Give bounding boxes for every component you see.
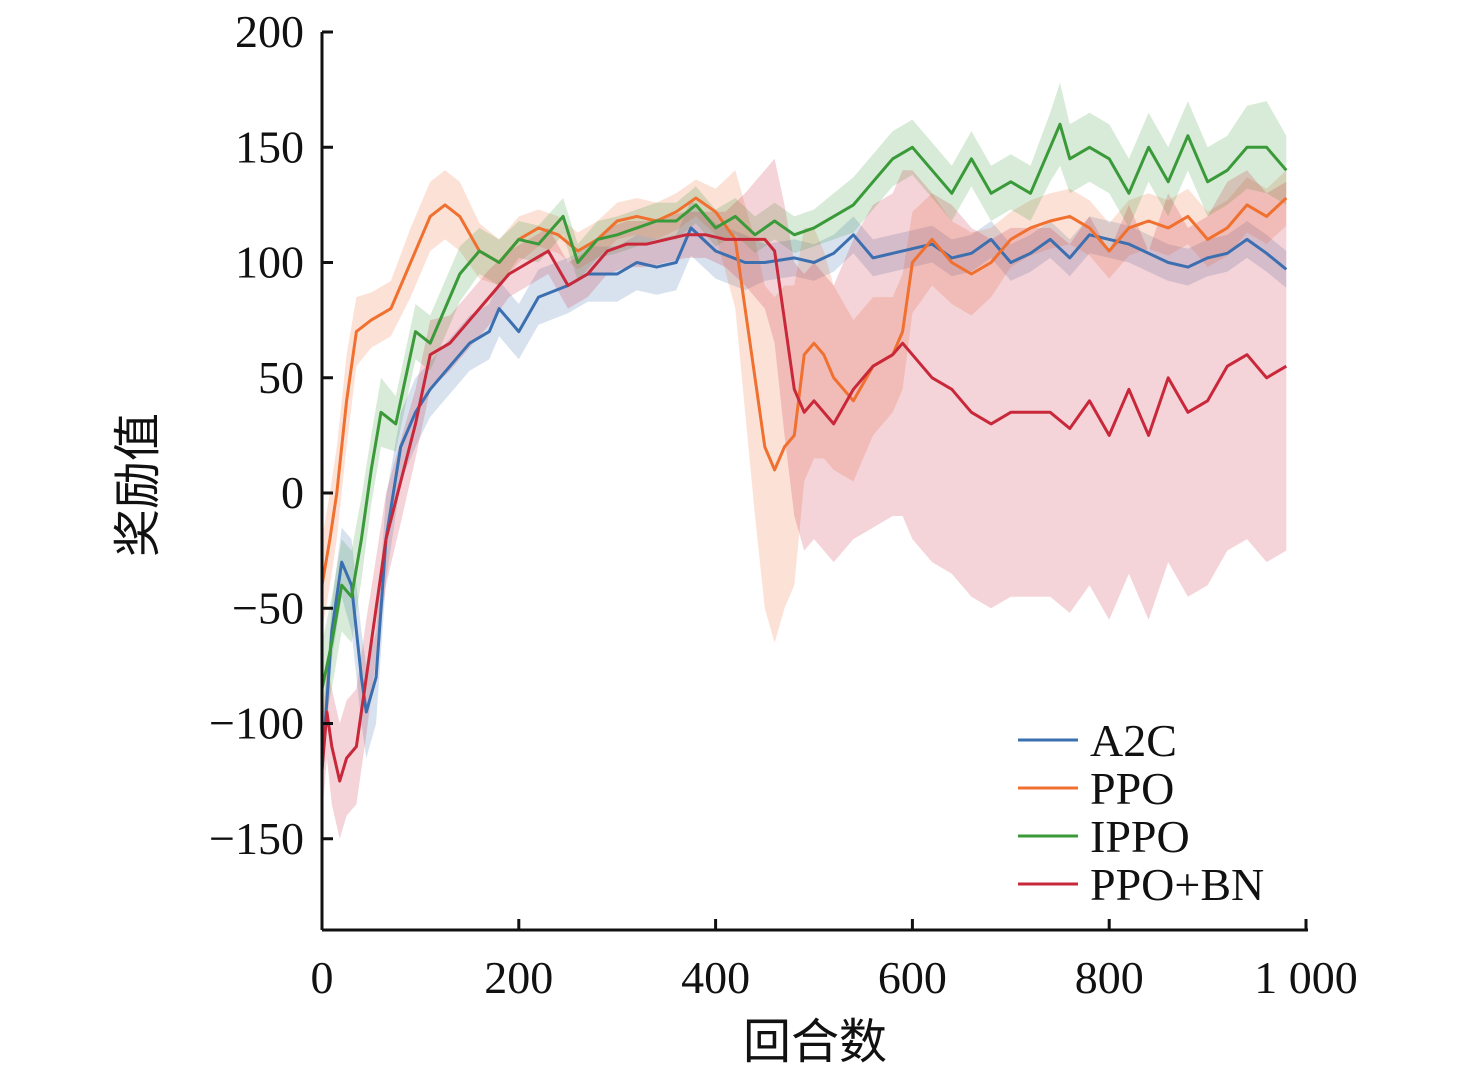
legend-label-ppo-bn: PPO+BN	[1090, 859, 1264, 910]
y-ticks: 200 150 100 50 0 −50 −100 −150	[209, 6, 333, 864]
confidence-bands	[322, 82, 1287, 839]
line-a2c	[320, 226, 1288, 770]
x-tick-label: 0	[311, 952, 334, 1003]
axes	[320, 32, 1308, 932]
y-tick-label: 200	[235, 6, 304, 57]
line-ppo	[320, 196, 1288, 586]
line-ppo-bn	[320, 233, 1288, 783]
band-ippo	[322, 82, 1287, 735]
series-lines	[320, 122, 1288, 783]
y-tick-label: −50	[232, 582, 304, 633]
y-tick-label: 0	[281, 467, 304, 518]
band-ppo	[322, 170, 1287, 643]
band-a2c	[322, 200, 1287, 798]
x-tick-label: 600	[878, 952, 947, 1003]
y-axis-title: 奖励值	[110, 413, 166, 557]
x-tick-label: 400	[681, 952, 750, 1003]
legend-label-a2c: A2C	[1090, 715, 1177, 766]
band-ppo-bn	[322, 158, 1287, 839]
y-tick-label: −100	[209, 698, 304, 749]
x-tick-label: 200	[484, 952, 553, 1003]
legend-label-ippo: IPPO	[1090, 811, 1190, 862]
line-ippo	[320, 122, 1288, 690]
x-tick-label: 800	[1075, 952, 1144, 1003]
y-tick-label: 150	[235, 121, 304, 172]
legend-label-ppo: PPO	[1090, 763, 1174, 814]
x-tick-label: 1 000	[1254, 952, 1358, 1003]
y-tick-label: 100	[235, 237, 304, 288]
y-tick-label: −150	[209, 813, 304, 864]
y-tick-label: 50	[258, 352, 304, 403]
x-axis-title: 回合数	[743, 1014, 887, 1070]
x-ticks: 0 200 400 600 800 1 000	[311, 919, 1358, 1003]
